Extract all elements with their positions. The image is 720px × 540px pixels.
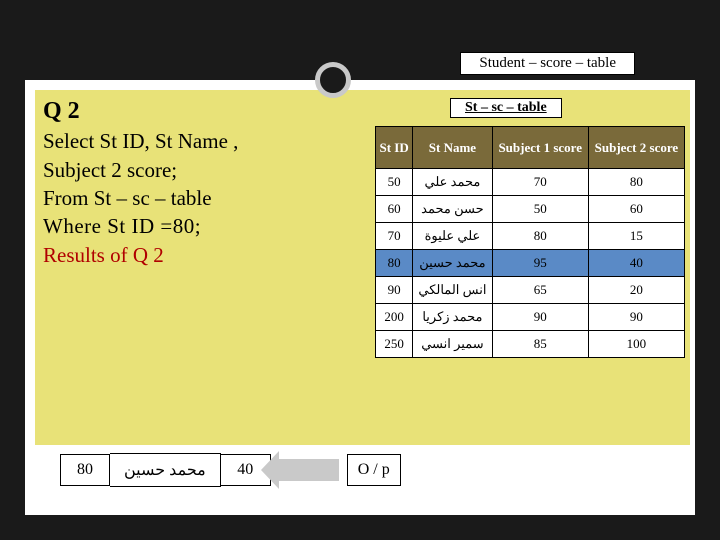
result-cell: محمد حسين	[110, 453, 221, 487]
output-label: O / p	[347, 454, 401, 486]
table-cell: محمد زكريا	[413, 304, 492, 331]
table-cell: 90	[588, 304, 684, 331]
result-row: 80 محمد حسين 40 O / p	[60, 453, 401, 487]
table-cell: محمد حسين	[413, 250, 492, 277]
table-cell: 100	[588, 331, 684, 358]
table-cell: 250	[376, 331, 413, 358]
table-row: 70علي عليوة8015	[376, 223, 685, 250]
table-title: St – sc – table	[450, 98, 562, 118]
table-cell: 40	[588, 250, 684, 277]
data-table: St ID St Name Subject 1 score Subject 2 …	[375, 126, 685, 358]
table-cell: 70	[376, 223, 413, 250]
table-row: 90انس المالكي6520	[376, 277, 685, 304]
query-line: From St – sc – table	[43, 184, 373, 212]
table-cell: 15	[588, 223, 684, 250]
table-cell: 80	[492, 223, 588, 250]
query-title: Q 2	[43, 95, 373, 127]
top-label: Student – score – table	[460, 52, 635, 75]
table-cell: 20	[588, 277, 684, 304]
query-block: Q 2 Select St ID, St Name , Subject 2 sc…	[43, 95, 373, 269]
query-line: Subject 2 score;	[43, 156, 373, 184]
table-cell: 80	[376, 250, 413, 277]
query-line: Where St ID =80;	[43, 212, 373, 240]
table-row: 250سمير انسي85100	[376, 331, 685, 358]
slide-page: Student – score – table Q 2 Select St ID…	[25, 80, 695, 515]
table-cell: 95	[492, 250, 588, 277]
table-cell: 85	[492, 331, 588, 358]
table-row: 200محمد زكريا9090	[376, 304, 685, 331]
query-line: Select St ID, St Name ,	[43, 127, 373, 155]
table-cell: 60	[588, 196, 684, 223]
table-cell: انس المالكي	[413, 277, 492, 304]
table-cell: 50	[376, 169, 413, 196]
col-header: Subject 1 score	[492, 127, 588, 169]
table-cell: 70	[492, 169, 588, 196]
table-row: 80محمد حسين9540	[376, 250, 685, 277]
arrow-left-icon	[279, 459, 339, 481]
table-row: 60حسن محمد5060	[376, 196, 685, 223]
ring-icon	[315, 62, 351, 98]
table-cell: 90	[492, 304, 588, 331]
table-header-row: St ID St Name Subject 1 score Subject 2 …	[376, 127, 685, 169]
table-cell: 80	[588, 169, 684, 196]
table-cell: علي عليوة	[413, 223, 492, 250]
table-cell: 65	[492, 277, 588, 304]
col-header: St Name	[413, 127, 492, 169]
table-cell: حسن محمد	[413, 196, 492, 223]
col-header: Subject 2 score	[588, 127, 684, 169]
table-cell: محمد علي	[413, 169, 492, 196]
content-panel: Q 2 Select St ID, St Name , Subject 2 sc…	[35, 90, 690, 445]
col-header: St ID	[376, 127, 413, 169]
table-cell: 90	[376, 277, 413, 304]
table-cell: سمير انسي	[413, 331, 492, 358]
table-cell: 50	[492, 196, 588, 223]
result-cell: 80	[60, 454, 110, 486]
table-cell: 200	[376, 304, 413, 331]
table-row: 50محمد علي7080	[376, 169, 685, 196]
query-results-label: Results of Q 2	[43, 241, 373, 269]
table-cell: 60	[376, 196, 413, 223]
